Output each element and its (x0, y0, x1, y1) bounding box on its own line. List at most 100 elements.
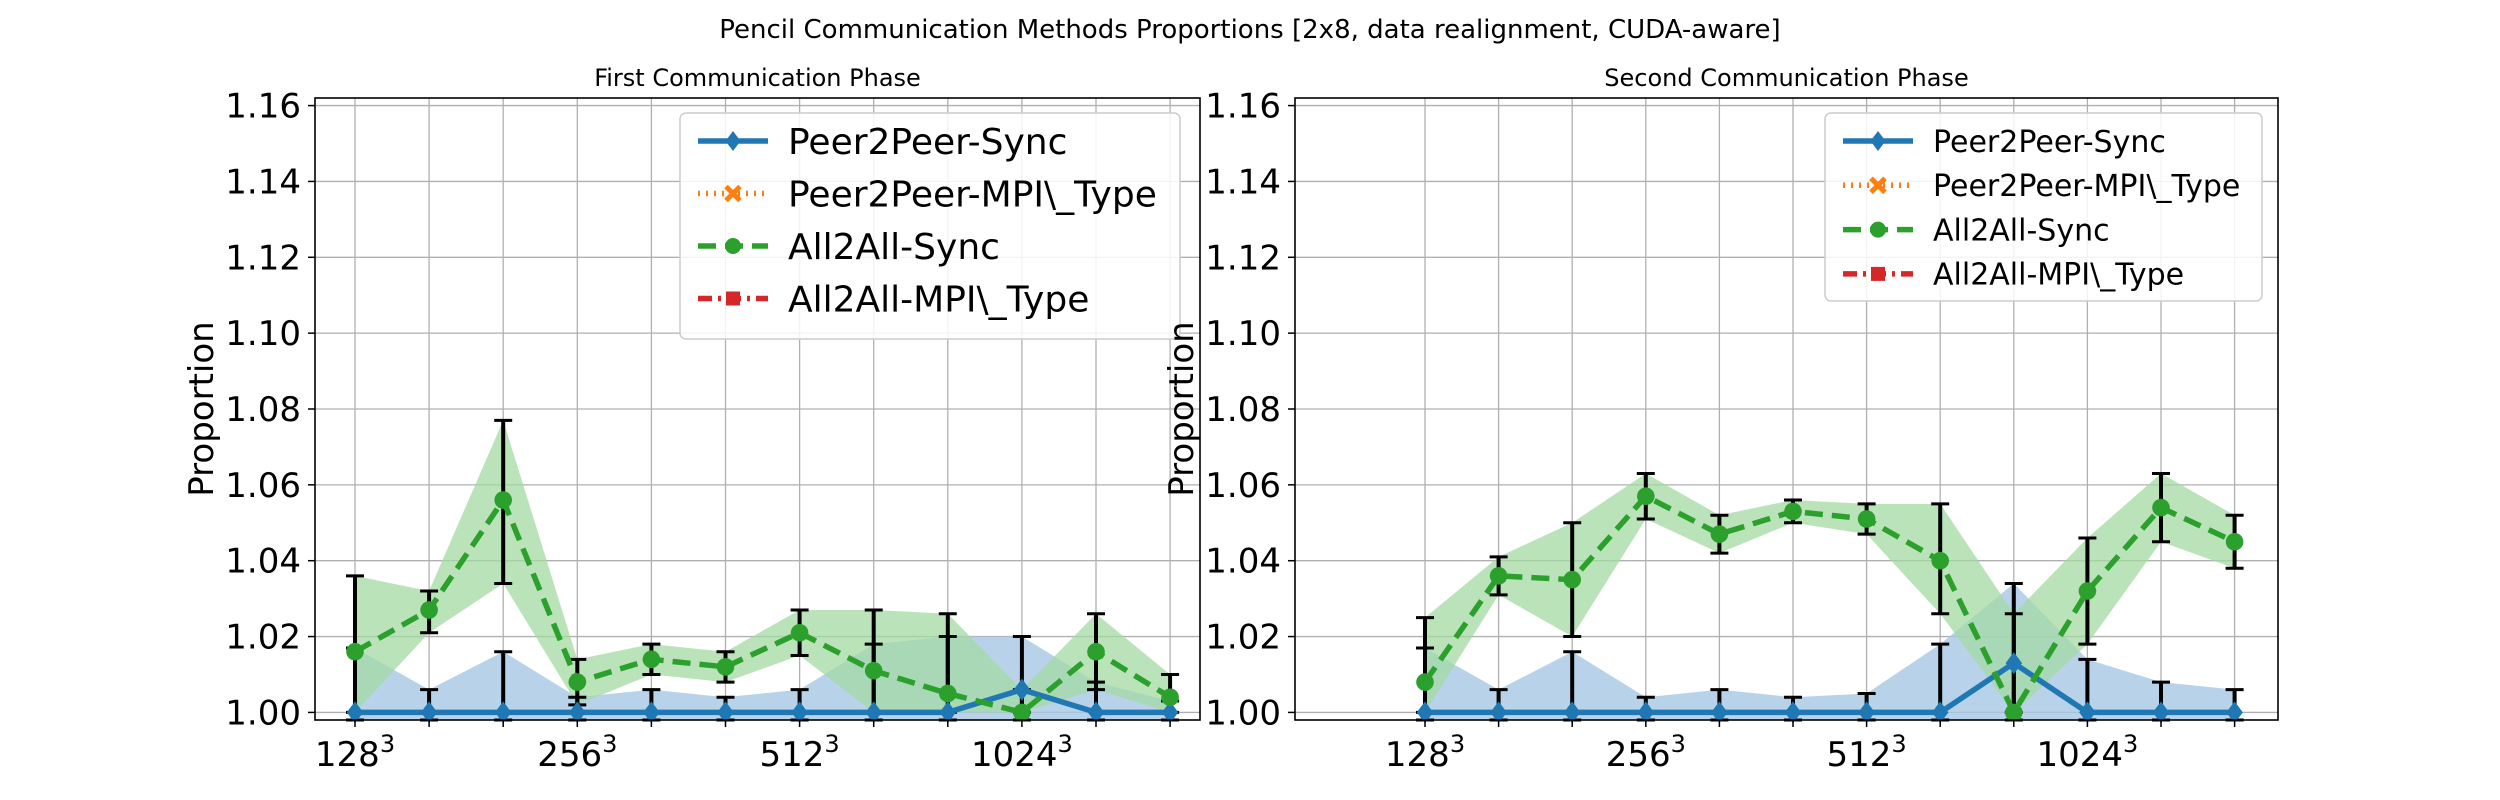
x-tick-base: 1024 (971, 735, 1058, 775)
data-point-peer2peer-sync (1490, 701, 1507, 724)
figure-title: Pencil Communication Methods Proportions… (719, 15, 1780, 45)
x-tick-label: 1283 (315, 730, 395, 775)
x-tick-exponent: 3 (824, 730, 839, 758)
legend-swatch-marker (1871, 266, 1885, 281)
data-point-all2all-sync (790, 623, 809, 642)
x-tick-label: 2563 (537, 730, 617, 775)
x-tick-label: 1283 (1385, 730, 1465, 775)
data-point-all2all-sync (642, 650, 661, 669)
data-point-peer2peer-sync (865, 701, 882, 724)
legend-box (679, 112, 1181, 340)
data-point-all2all-sync (939, 684, 957, 703)
legend-label: All2All-Sync (788, 227, 1000, 268)
y-tick-label: 1.00 (1205, 693, 1281, 733)
data-point-peer2peer-sync (2152, 701, 2170, 724)
panel-second-communication-phase: 1.001.021.041.061.081.101.121.141.161283… (1162, 64, 2279, 775)
y-tick-label: 1.16 (225, 87, 301, 127)
data-point-all2all-sync (1013, 703, 1031, 722)
legend-swatch-marker (724, 184, 742, 203)
data-point-peer2peer-sync (1161, 701, 1179, 724)
series-line-peer2peer-sync (1425, 660, 2235, 716)
data-point-all2all-sync (1563, 570, 1581, 589)
data-point-peer2peer-sync (1013, 678, 1031, 701)
data-point-all2all-sync (1857, 510, 1876, 528)
data-point-all2all-sync (1931, 551, 1949, 570)
x-tick-exponent: 3 (2123, 730, 2138, 758)
y-tick-label: 1.14 (225, 162, 301, 202)
y-tick-label: 1.08 (225, 390, 301, 430)
legend-swatch-marker (1870, 221, 1886, 238)
y-tick-label: 1.14 (1205, 162, 1281, 202)
y-tick-label: 1.12 (1205, 238, 1281, 278)
x-tick-base: 128 (315, 735, 380, 775)
x-tick-label: 2563 (1606, 730, 1686, 775)
data-point-all2all-sync (864, 661, 883, 680)
panel-first-communication-phase: 1.001.021.041.061.081.101.121.141.161283… (182, 64, 1201, 775)
legend-label: Peer2Peer-Sync (1933, 125, 2166, 160)
y-tick-label: 1.00 (225, 693, 301, 733)
x-tick-base: 1024 (2036, 735, 2123, 775)
data-point-all2all-sync (1784, 502, 1802, 521)
data-point-all2all-sync (1161, 688, 1179, 707)
legend-label: Peer2Peer-Sync (788, 122, 1067, 163)
x-tick-base: 512 (1827, 735, 1892, 775)
data-point-all2all-sync (494, 491, 512, 509)
legend-box (1824, 112, 2263, 302)
y-axis-label: Proportion (182, 321, 222, 496)
y-axis-label: Proportion (1162, 321, 1202, 496)
x-tick-base: 256 (537, 735, 602, 775)
legend-label: Peer2Peer-MPI\_Type (788, 174, 1157, 215)
y-tick-label: 1.06 (1205, 466, 1281, 506)
x-tick-label: 5123 (760, 730, 840, 775)
legend-swatch-marker (1869, 176, 1887, 195)
y-tick-label: 1.06 (225, 466, 301, 506)
x-tick-exponent: 3 (1671, 730, 1686, 758)
y-tick-label: 1.02 (225, 618, 301, 658)
legend: Peer2Peer-Sync Peer2Peer-MPI\_Type All2All… (1824, 112, 2263, 302)
x-tick-base: 256 (1606, 735, 1671, 775)
legend-label: Peer2Peer-MPI\_Type (1933, 169, 2240, 204)
series-line-peer2peer-sync (355, 686, 1171, 716)
data-point-peer2peer-sync (791, 701, 808, 724)
data-point-peer2peer-sync (2005, 652, 2023, 675)
x-tick-label: 10243 (2036, 730, 2138, 775)
legend-swatch-marker (726, 291, 740, 306)
y-tick-label: 1.10 (225, 314, 301, 354)
data-point-all2all-sync (2225, 532, 2244, 551)
data-point-peer2peer-sync (1637, 701, 1655, 724)
series-line-all2all-sync (1422, 493, 2236, 716)
data-point-peer2peer-sync (1784, 701, 1802, 724)
x-tick-exponent: 3 (1450, 730, 1465, 758)
y-tick-label: 1.04 (1205, 542, 1281, 582)
data-point-peer2peer-sync (1858, 701, 1875, 724)
x-tick-exponent: 3 (1058, 730, 1073, 758)
y-tick-label: 1.04 (225, 542, 301, 582)
data-point-peer2peer-sync (2079, 701, 2096, 724)
data-point-peer2peer-sync (1563, 701, 1581, 724)
x-tick-exponent: 3 (380, 730, 395, 758)
y-tick-label: 1.02 (1205, 618, 1281, 658)
y-tick-label: 1.12 (225, 238, 301, 278)
data-point-all2all-sync (1710, 525, 1729, 543)
data-point-all2all-sync (2152, 498, 2170, 517)
data-point-all2all-sync (2078, 582, 2097, 600)
data-point-peer2peer-sync (2226, 701, 2243, 724)
data-point-peer2peer-sync (569, 701, 586, 724)
legend-label: All2All-MPI\_Type (1933, 258, 2184, 293)
legend-label: All2All-MPI\_Type (788, 279, 1089, 320)
legend: Peer2Peer-Sync Peer2Peer-MPI\_Type All2All… (679, 112, 1181, 340)
series-line-all2all-sync (353, 497, 1172, 716)
y-tick-label: 1.10 (1205, 314, 1281, 354)
data-point-peer2peer-sync (1087, 701, 1105, 724)
x-tick-base: 128 (1385, 735, 1450, 775)
data-point-all2all-sync (1489, 567, 1508, 585)
data-point-all2all-sync (1637, 487, 1655, 506)
data-point-all2all-sync (568, 673, 587, 691)
data-point-peer2peer-sync (643, 701, 660, 724)
band-all2all-sync (1425, 473, 2235, 713)
x-tick-label: 10243 (971, 730, 1073, 775)
data-point-all2all-sync (1087, 642, 1105, 661)
legend-label: All2All-Sync (1933, 213, 2110, 248)
legend-swatch-marker (725, 131, 741, 151)
